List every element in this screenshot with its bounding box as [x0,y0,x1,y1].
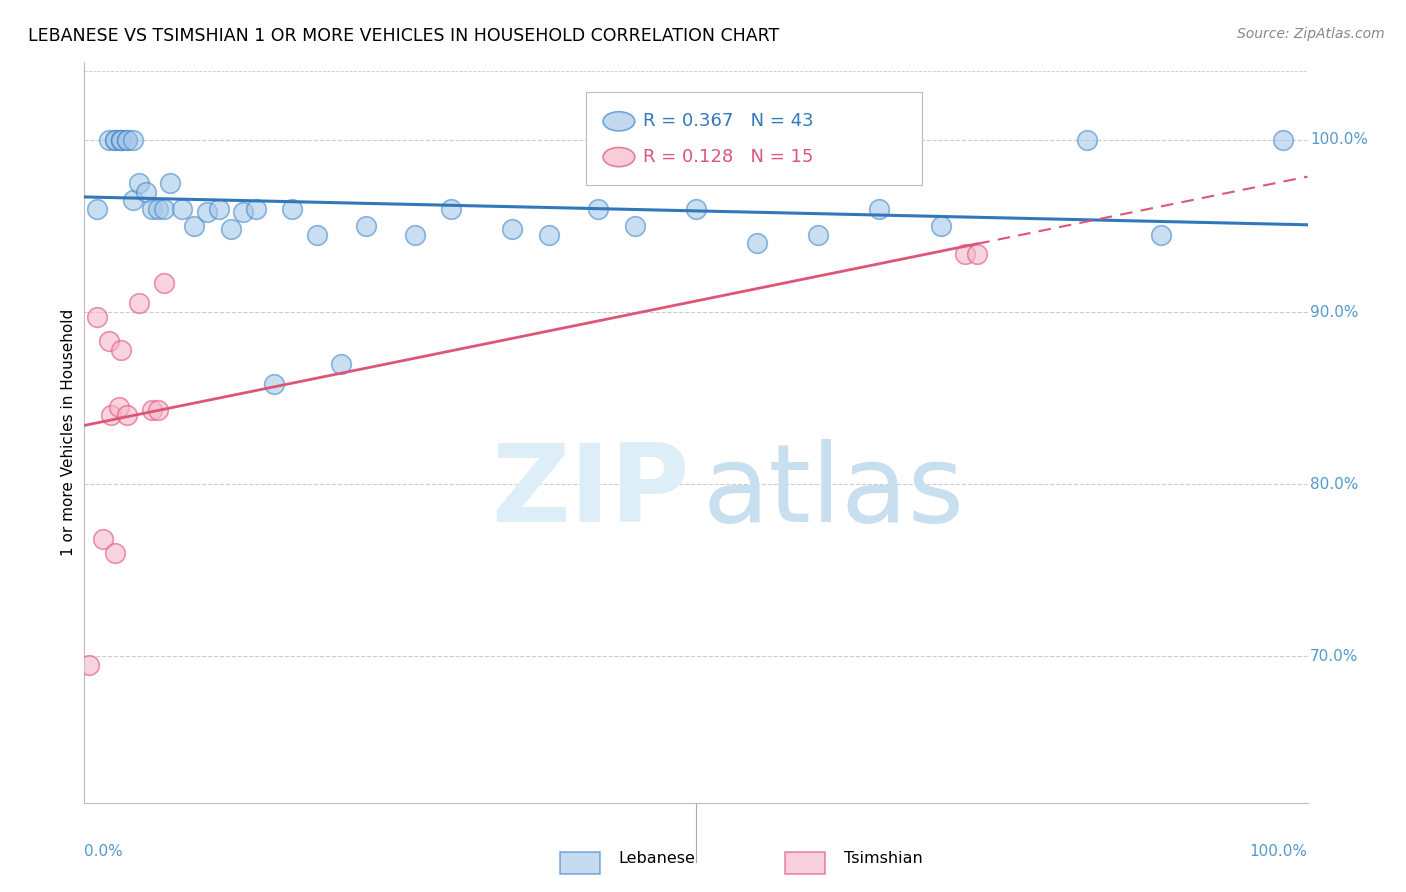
Point [141,403,163,417]
Text: LEBANESE VS TSIMSHIAN 1 OR MORE VEHICLES IN HOUSEHOLD CORRELATION CHART: LEBANESE VS TSIMSHIAN 1 OR MORE VEHICLES… [28,27,779,45]
Point [195,205,218,219]
Point [305,227,328,242]
Point [97,133,120,147]
Point [97,334,120,349]
Point [232,205,254,219]
Point [100,409,122,423]
Point [153,202,176,216]
Point [538,227,561,242]
Point [86,202,108,216]
Point [281,202,304,216]
FancyBboxPatch shape [586,92,922,185]
Bar [561,852,600,874]
Point [86,310,108,325]
Text: 70.0%: 70.0% [1310,649,1358,664]
Point [183,219,205,233]
Point [128,176,150,190]
Point [128,296,150,310]
Point [146,202,169,216]
Point [245,202,267,216]
Point [929,219,952,233]
Point [869,202,891,216]
Point [966,246,988,260]
Text: 80.0%: 80.0% [1310,476,1358,491]
Point [685,202,707,216]
Point [153,276,176,290]
Point [110,133,132,147]
Point [115,133,138,147]
Text: 100.0%: 100.0% [1250,844,1308,858]
Point [807,227,830,242]
Point [263,377,285,392]
Point [159,176,181,190]
Point [115,409,138,423]
Point [172,202,194,216]
Point [404,227,426,242]
Point [219,222,242,236]
Text: Tsimshian: Tsimshian [844,851,922,865]
Point [141,202,163,216]
Point [77,658,100,673]
Point [1150,227,1173,242]
Point [104,546,127,560]
Text: 100.0%: 100.0% [1310,132,1368,147]
Text: R = 0.367   N = 43: R = 0.367 N = 43 [644,112,814,130]
Point [107,400,129,414]
Point [135,185,157,199]
Point [122,133,145,147]
Point [208,202,231,216]
Text: ZIP: ZIP [491,439,690,545]
Point [1076,133,1098,147]
Point [586,202,609,216]
Point [110,343,132,357]
Circle shape [603,112,636,131]
Text: Lebanese: Lebanese [619,851,696,865]
Point [502,222,524,236]
Bar [786,852,825,874]
Text: 0.0%: 0.0% [84,844,124,858]
Point [115,133,138,147]
Point [110,133,132,147]
Point [354,219,377,233]
Point [91,533,114,547]
Text: 90.0%: 90.0% [1310,304,1358,319]
Point [1272,133,1295,147]
Circle shape [603,147,636,167]
Text: R = 0.128   N = 15: R = 0.128 N = 15 [644,148,814,166]
Point [330,357,353,371]
Point [624,219,647,233]
Point [110,133,132,147]
Point [104,133,127,147]
Point [104,133,127,147]
Text: atlas: atlas [702,439,965,545]
Point [747,236,769,251]
Y-axis label: 1 or more Vehicles in Household: 1 or more Vehicles in Household [60,309,76,557]
Point [122,193,145,207]
Text: Source: ZipAtlas.com: Source: ZipAtlas.com [1237,27,1385,41]
Point [146,403,169,417]
Point [953,246,976,260]
Point [440,202,463,216]
